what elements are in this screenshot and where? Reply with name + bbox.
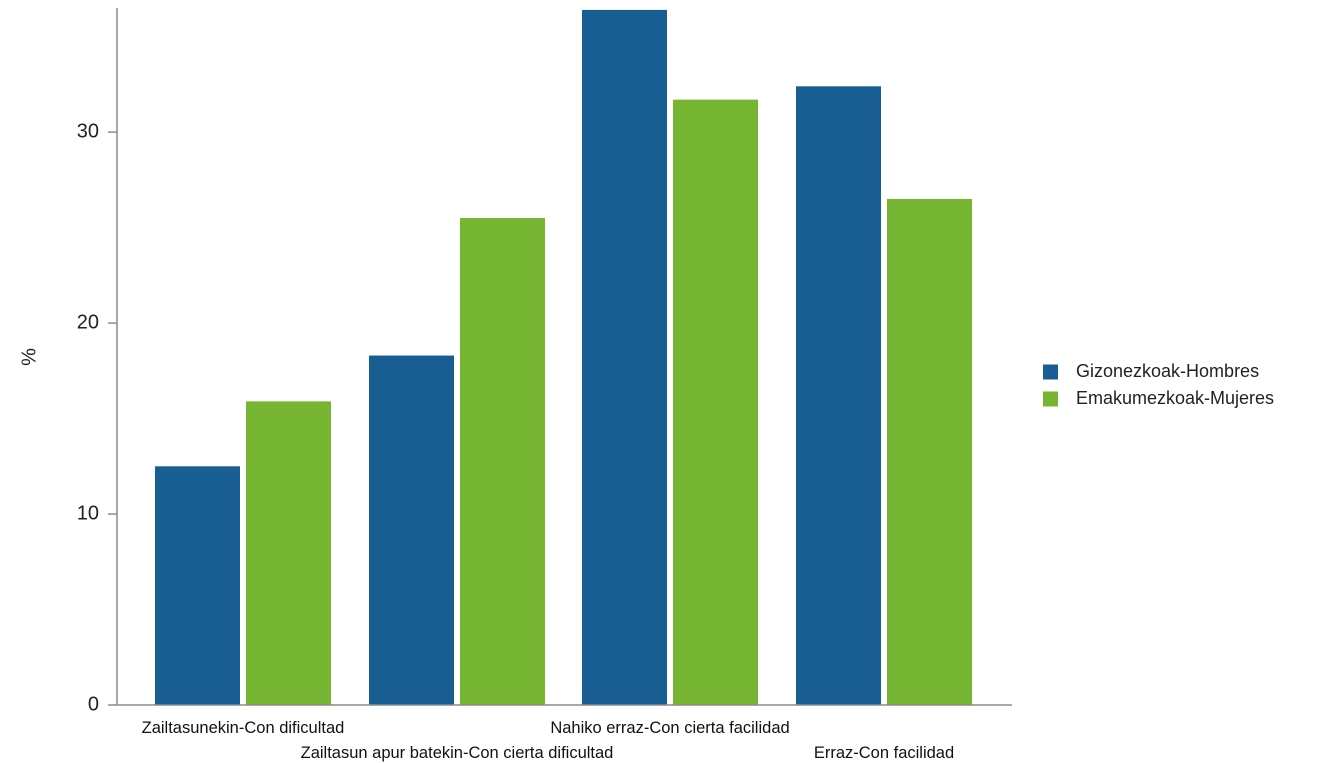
bar-mujeres (887, 198, 972, 705)
bar-mujeres (246, 401, 331, 705)
legend-swatch (1043, 364, 1058, 380)
bar-hombres (582, 9, 667, 705)
legend-swatch (1043, 391, 1058, 407)
x-category-label: Erraz-Con facilidad (814, 744, 954, 762)
legend-label: Emakumezkoak-Mujeres (1076, 388, 1274, 408)
bar-hombres (369, 355, 454, 705)
x-category-label: Nahiko erraz-Con cierta facilidad (550, 719, 789, 737)
x-category-label: Zailtasun apur batekin-Con cierta dificu… (301, 744, 614, 762)
y-axis-label: % (18, 348, 40, 366)
bar-hombres (796, 86, 881, 705)
y-tick-label: 10 (77, 502, 99, 524)
bar-mujeres (673, 99, 758, 705)
legend: Gizonezkoak-Hombres Emakumezkoak-Mujeres (1043, 361, 1274, 408)
x-category-label: Zailtasunekin-Con dificultad (142, 719, 345, 737)
y-axis-ticks: 0 10 20 30 (77, 120, 117, 715)
y-tick-label: 30 (77, 120, 99, 142)
bar-hombres (155, 466, 240, 705)
bars-group (155, 9, 972, 705)
y-tick-label: 0 (88, 693, 99, 715)
legend-label: Gizonezkoak-Hombres (1076, 361, 1259, 381)
y-tick-label: 20 (77, 311, 99, 333)
bar-mujeres (460, 218, 545, 705)
x-axis-category-labels: Zailtasunekin-Con dificultad Zailtasun ap… (142, 719, 955, 762)
